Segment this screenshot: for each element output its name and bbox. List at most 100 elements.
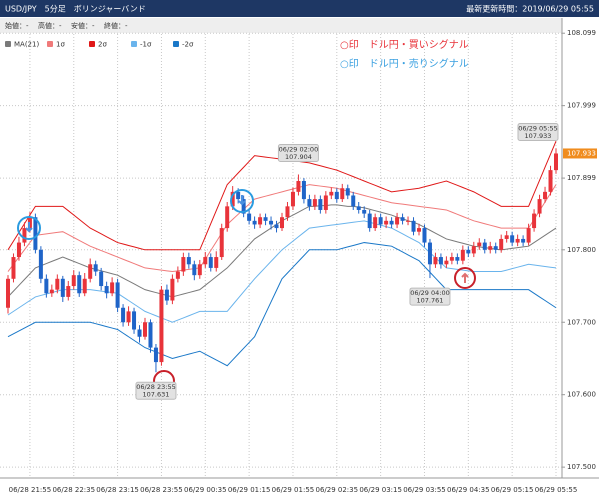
candle-body xyxy=(175,271,180,279)
candle-body xyxy=(38,249,43,279)
x-tick-label: 06/28 23:55 xyxy=(140,486,183,494)
candle-body xyxy=(395,217,400,225)
candle-body xyxy=(197,264,202,276)
x-tick-label: 06/29 05:55 xyxy=(535,486,578,494)
candle-body xyxy=(548,170,553,192)
candle-body xyxy=(378,217,383,225)
x-tick-label: 06/28 22:35 xyxy=(52,486,95,494)
annotation-box xyxy=(517,122,559,141)
candle-body xyxy=(296,180,301,192)
candle-body xyxy=(482,242,487,250)
candle-body xyxy=(6,278,10,308)
candle-body xyxy=(449,257,454,261)
candle-body xyxy=(11,257,16,279)
sell-signal xyxy=(230,189,254,213)
candle-body xyxy=(510,235,515,243)
band-line xyxy=(7,220,557,323)
candle-body xyxy=(367,213,372,229)
candle-body xyxy=(132,311,137,330)
candle-body xyxy=(422,228,427,243)
candle-body xyxy=(280,217,284,229)
grid xyxy=(0,32,562,478)
candle-body xyxy=(504,235,509,239)
candle-body xyxy=(384,220,389,225)
candle-body xyxy=(460,249,465,261)
candle-body xyxy=(230,191,235,207)
chart-title: USD/JPY 5分足 ボリンジャーバンド xyxy=(5,5,146,14)
candle-body xyxy=(208,257,213,268)
annotation-time: 06/29 02:00 xyxy=(279,145,319,153)
candle-body xyxy=(290,191,295,207)
x-tick-label: 06/28 21:55 xyxy=(9,486,52,494)
legend-swatch xyxy=(89,41,95,47)
candle-body xyxy=(148,322,153,348)
annotation-box xyxy=(135,381,177,400)
candle-body xyxy=(16,242,21,258)
candle-body xyxy=(312,199,317,207)
candle-body xyxy=(274,224,279,229)
candle-body xyxy=(137,329,142,337)
y-tick-label: 107.600 xyxy=(567,391,596,399)
candle-body xyxy=(526,228,531,243)
candle-body xyxy=(143,322,147,337)
candle-body xyxy=(115,282,120,308)
x-tick-label: 06/29 03:15 xyxy=(359,486,402,494)
legend-label: 1σ xyxy=(56,41,65,49)
candle-body xyxy=(60,278,65,297)
y-tick-label: 107.500 xyxy=(567,463,596,471)
candle-body xyxy=(329,191,334,196)
candle-body xyxy=(44,278,49,294)
candle-body xyxy=(82,278,87,294)
candle-body xyxy=(236,191,241,200)
candle-body xyxy=(55,278,60,290)
candle-body xyxy=(104,286,109,294)
candle-body xyxy=(345,188,350,196)
candle-body xyxy=(543,191,548,200)
candle-body xyxy=(515,238,520,243)
candle-body xyxy=(247,213,252,221)
candle-body xyxy=(181,257,186,272)
y-tick-label: 107.999 xyxy=(567,102,596,110)
candle-body xyxy=(351,195,356,207)
candle-body xyxy=(159,289,164,363)
candle-body xyxy=(93,264,98,272)
annotation-time: 06/29 04:00 xyxy=(410,289,450,297)
annotation-price: 107.761 xyxy=(417,297,444,305)
x-tick-label: 06/29 05:15 xyxy=(491,486,534,494)
candle-body xyxy=(406,220,411,222)
bands xyxy=(7,140,557,367)
annotation-box xyxy=(277,143,319,162)
ohlc-field: 始値：- xyxy=(5,21,29,30)
candle-body xyxy=(214,257,219,268)
legend-label: 2σ xyxy=(98,41,107,49)
candle-body xyxy=(466,249,471,254)
sell-signal xyxy=(17,216,41,240)
candles xyxy=(6,148,558,373)
annotation-price: 107.631 xyxy=(143,391,170,399)
band-line xyxy=(7,242,557,367)
ohlc-field: 終値：- xyxy=(104,21,128,30)
candle-body xyxy=(477,242,482,247)
candle-body xyxy=(389,220,394,225)
legend-swatch xyxy=(173,41,179,47)
candle-body xyxy=(285,206,290,218)
signal-legend: ○印 ドル円・買いシグナル xyxy=(340,38,469,51)
candle-body xyxy=(417,228,421,232)
ohlc-field: 高値：- xyxy=(38,21,62,30)
up-arrow xyxy=(461,272,469,283)
price-tag-label: 107.933 xyxy=(567,149,596,157)
candle-body xyxy=(219,228,224,258)
candle-body xyxy=(301,180,306,200)
x-tick-label: 06/28 23:15 xyxy=(96,486,139,494)
candle-body xyxy=(362,209,367,214)
y-tick-label: 107.800 xyxy=(567,246,596,254)
y-tick-label: 107.700 xyxy=(567,318,596,326)
down-arrow xyxy=(25,222,33,233)
candle-body xyxy=(499,238,504,250)
candle-body xyxy=(88,264,93,279)
candle-body xyxy=(400,217,405,221)
updated-time: 最新更新時間：2019/06/29 05:55 xyxy=(466,4,594,14)
y-tick-label: 108.099 xyxy=(567,29,596,37)
